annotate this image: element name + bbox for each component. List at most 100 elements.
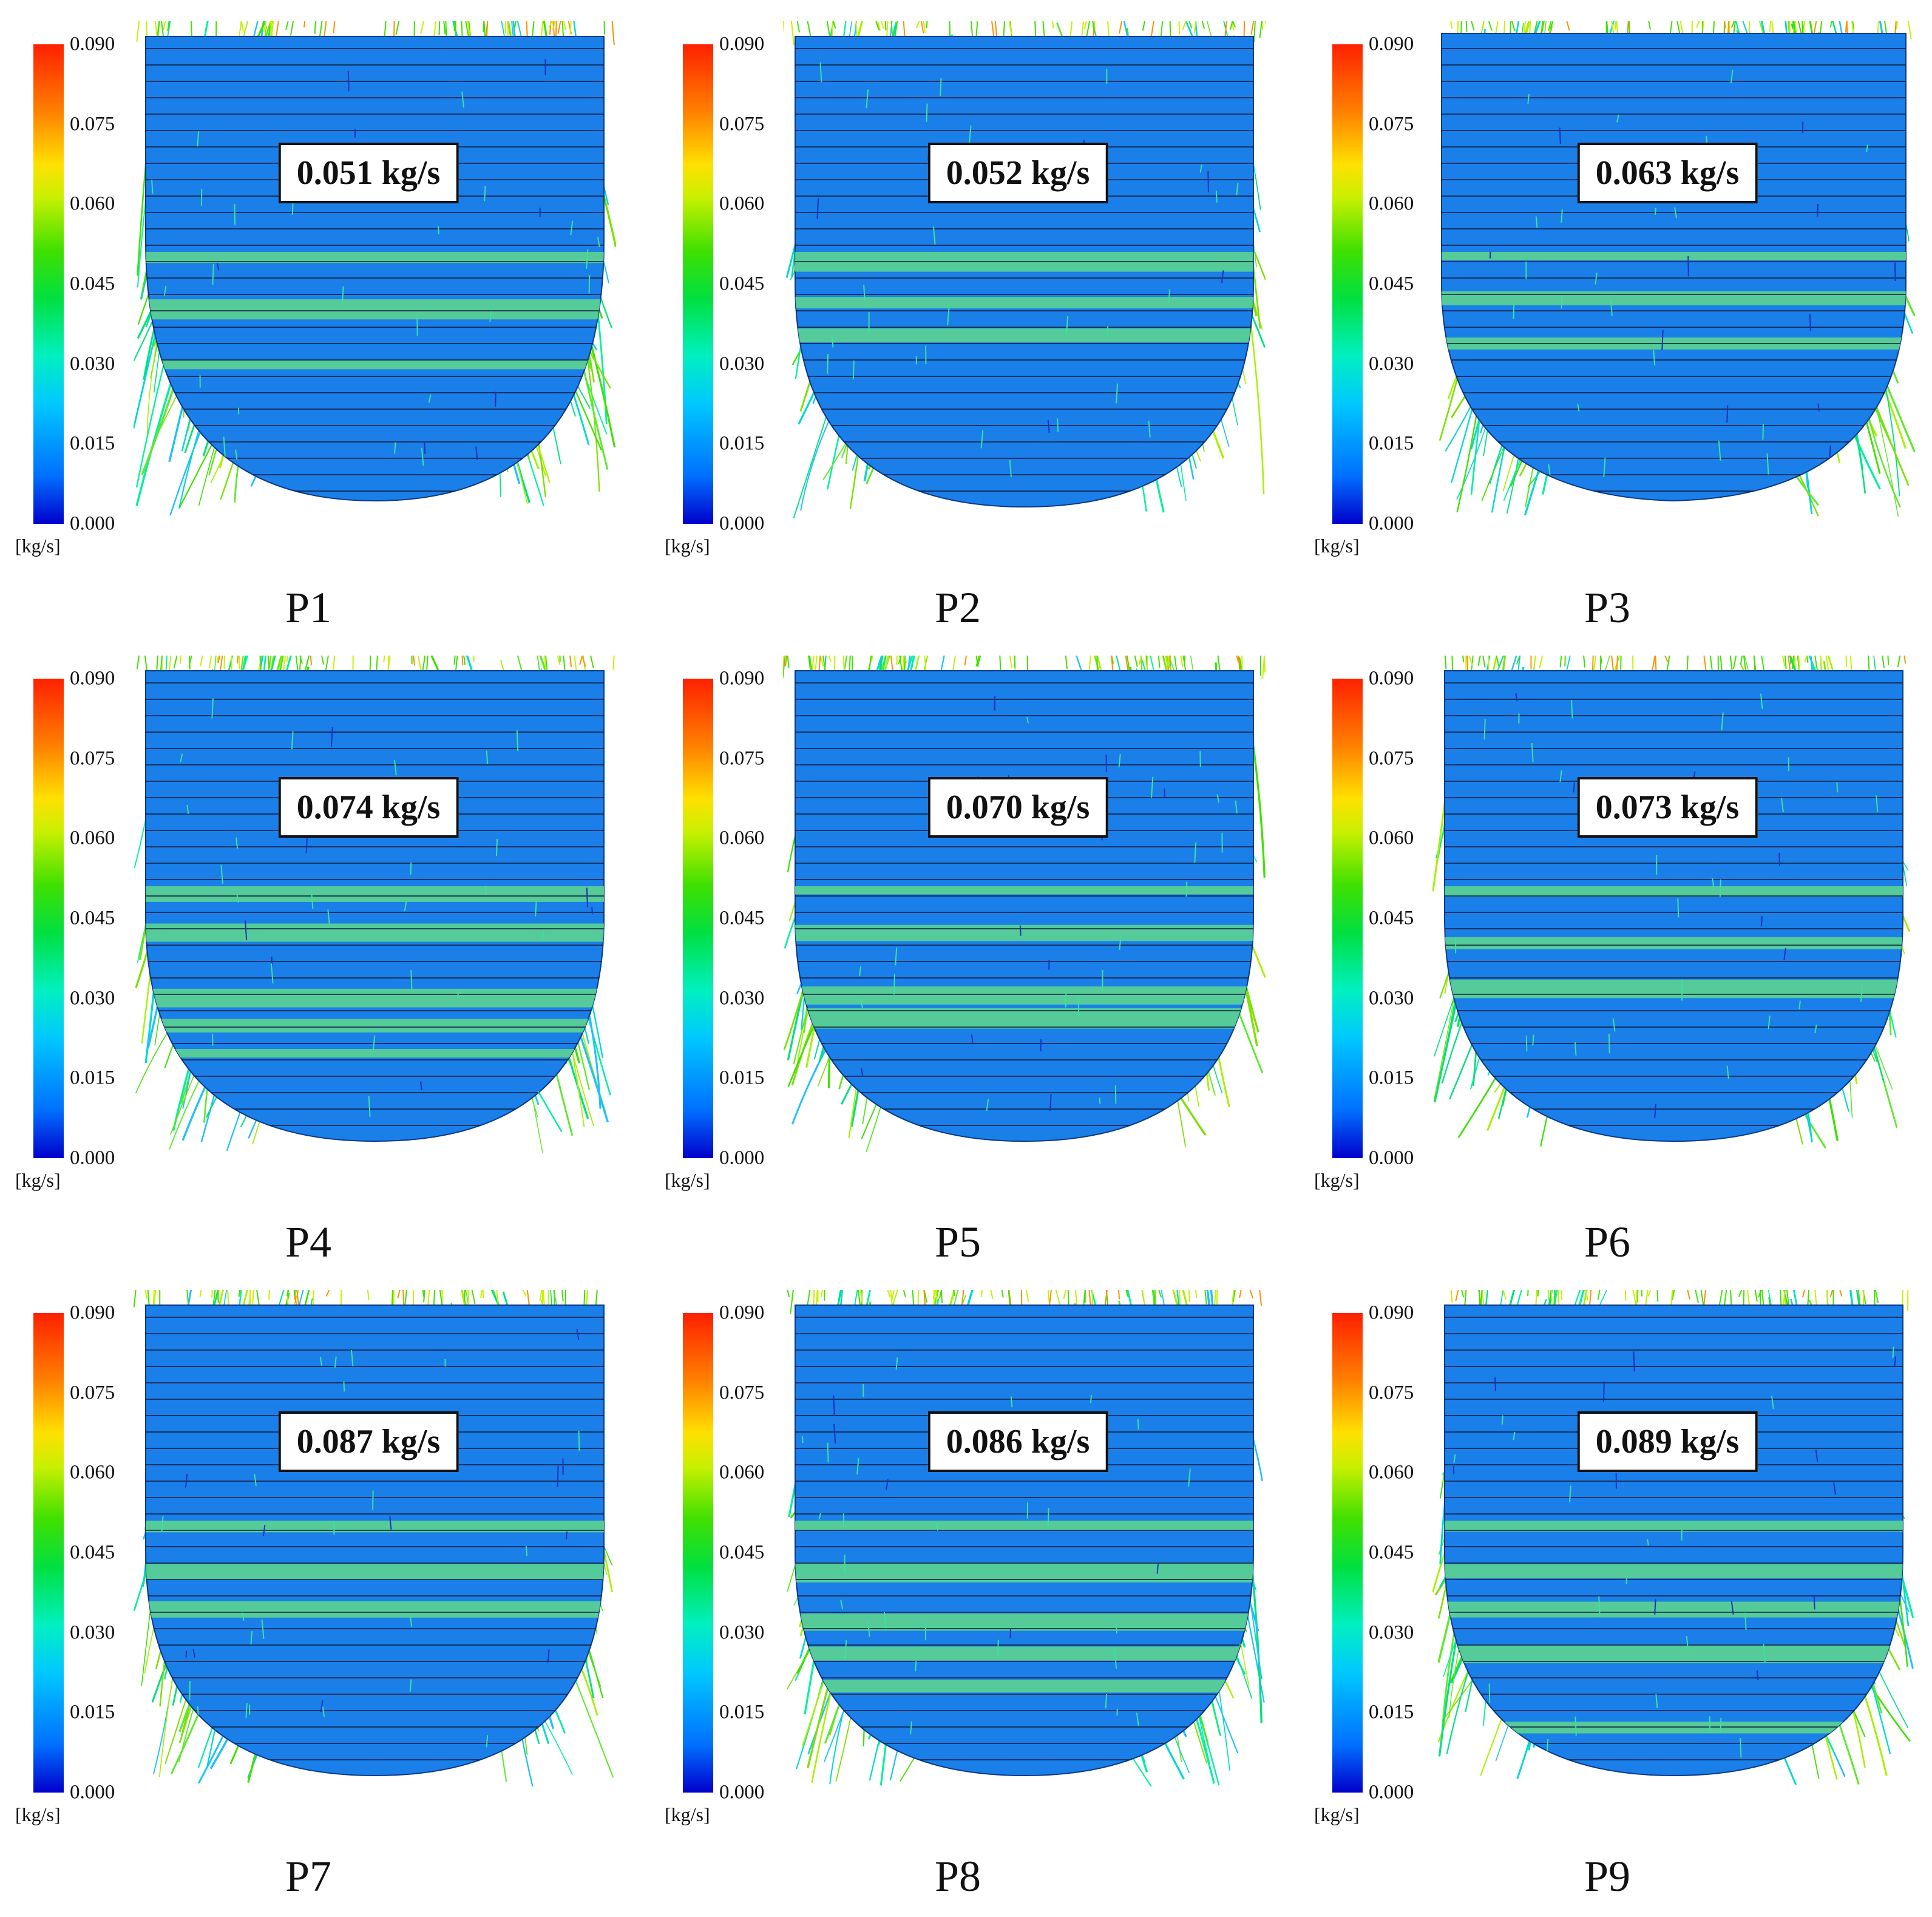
streamline — [422, 1290, 425, 1300]
streamline — [1574, 1716, 1577, 1736]
streamline — [322, 1706, 325, 1717]
streamline — [890, 1290, 893, 1307]
flow-band — [795, 1646, 1253, 1661]
panel-p3: 0.090 0.075 0.060 0.045 0.030 0.015 0.000 [kg/s… — [1314, 21, 1932, 629]
streamline — [1559, 656, 1562, 668]
streamline — [404, 900, 407, 912]
streamline — [299, 656, 303, 664]
colorbar-unit: [kg/s] — [1314, 1803, 1360, 1825]
mass-flow-label: 0.063 kg/s — [1577, 143, 1758, 203]
streamline — [1783, 948, 1786, 961]
streamline — [1809, 314, 1811, 331]
streamline — [320, 1700, 324, 1712]
mass-flow-label: 0.074 kg/s — [278, 777, 459, 838]
colorbar-tick-label: 0.000 — [70, 1781, 115, 1803]
streamline — [1771, 1396, 1774, 1410]
streamline — [1695, 1290, 1700, 1304]
colorbar — [33, 1313, 64, 1793]
streamline — [1116, 383, 1118, 404]
streamline — [1047, 1508, 1049, 1527]
flow-band — [795, 886, 1253, 895]
streamline — [200, 656, 203, 667]
streamline — [1687, 1290, 1690, 1300]
streamline-svg — [134, 21, 616, 516]
streamline — [1876, 795, 1879, 812]
streamline — [833, 1423, 836, 1444]
flow-band — [1442, 252, 1906, 260]
streamline — [915, 1660, 917, 1672]
flow-band — [146, 1049, 604, 1058]
flow-band — [146, 988, 604, 1008]
streamline — [1105, 1694, 1108, 1709]
streamline — [263, 21, 267, 32]
streamline — [1611, 656, 1614, 671]
streamline — [296, 1290, 300, 1308]
streamline — [586, 249, 589, 269]
streamline — [827, 1442, 829, 1462]
vessel-body — [795, 670, 1254, 1142]
streamline — [1584, 1290, 1589, 1301]
streamline — [923, 21, 926, 33]
colorbar-tick-label: 0.060 — [719, 1461, 765, 1484]
streamline — [1907, 21, 1912, 39]
streamline — [827, 354, 829, 374]
colorbar-tick-label: 0.060 — [719, 192, 765, 215]
streamline — [1193, 21, 1196, 33]
streamline — [1597, 1290, 1601, 1300]
panel-p5: 0.090 0.075 0.060 0.045 0.030 0.015 0.000 [kg/s… — [665, 656, 1296, 1264]
colorbar-tick-label: 0.000 — [1369, 1147, 1414, 1169]
streamline — [1616, 21, 1618, 33]
streamline — [461, 656, 464, 666]
streamline — [1656, 1290, 1659, 1302]
streamline — [1730, 21, 1735, 28]
streamline — [783, 656, 785, 673]
flow-band — [1445, 937, 1903, 949]
streamline — [486, 750, 489, 764]
streamline — [1086, 21, 1090, 38]
colorbar-tick-label: 0.090 — [1369, 667, 1414, 690]
streamline — [223, 436, 226, 458]
streamline — [1047, 419, 1050, 433]
colorbar-tick-label: 0.030 — [70, 1621, 115, 1644]
streamline — [1494, 1377, 1496, 1391]
colorbar-tick-label: 0.060 — [70, 1461, 115, 1484]
streamline — [180, 753, 183, 762]
streamline — [523, 1290, 527, 1297]
panel-p6: 0.090 0.075 0.060 0.045 0.030 0.015 0.000 [kg/s… — [1314, 656, 1932, 1264]
streamline — [903, 1290, 906, 1297]
colorbar — [1332, 44, 1363, 524]
flow-band — [795, 1680, 1253, 1693]
streamline — [238, 1290, 240, 1297]
streamline-svg — [783, 21, 1266, 518]
colorbar-tick-label: 0.000 — [70, 512, 115, 535]
streamline — [1859, 1710, 1862, 1722]
vessel-body — [1441, 33, 1907, 502]
streamline — [1488, 21, 1493, 31]
streamline — [410, 970, 413, 992]
streamline — [1666, 656, 1670, 672]
panel-caption: P3 — [1584, 583, 1631, 632]
flow-band — [146, 1019, 604, 1033]
colorbar-tick-label: 0.000 — [70, 1147, 115, 1169]
vessel-trays — [1445, 1317, 1903, 1760]
streamline — [189, 1680, 191, 1700]
streamline — [461, 91, 464, 108]
colorbar-tick-label: 0.000 — [1369, 1781, 1414, 1803]
streamline — [1502, 1290, 1507, 1300]
colorbar-tick-label: 0.000 — [1369, 512, 1414, 535]
streamline — [1232, 1290, 1236, 1303]
streamline — [861, 1068, 864, 1077]
streamline — [813, 1290, 815, 1305]
streamline — [290, 21, 294, 36]
streamline — [1724, 21, 1726, 29]
streamline — [1216, 794, 1220, 803]
streamline — [796, 21, 800, 33]
colorbar-tick-label: 0.015 — [70, 432, 115, 455]
streamline — [185, 1474, 188, 1488]
streamline — [1235, 800, 1238, 814]
streamline — [895, 948, 898, 966]
streamline — [1216, 1290, 1218, 1305]
streamline — [1679, 21, 1684, 35]
streamline — [197, 131, 200, 147]
streamline — [325, 656, 329, 673]
